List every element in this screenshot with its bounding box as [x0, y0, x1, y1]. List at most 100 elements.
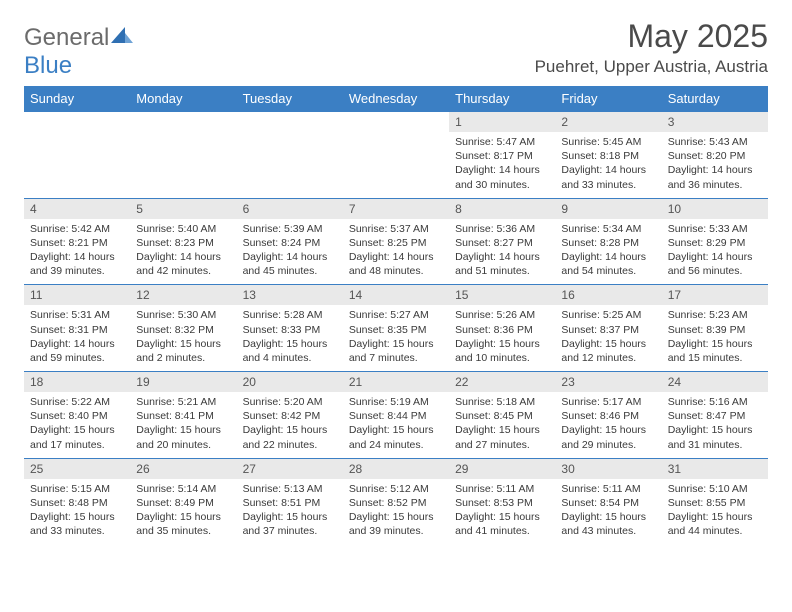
daylight-text-2: and 31 minutes.: [668, 438, 762, 452]
sunrise-text: Sunrise: 5:45 AM: [561, 135, 655, 149]
sunrise-text: Sunrise: 5:36 AM: [455, 222, 549, 236]
sunset-text: Sunset: 8:39 PM: [668, 323, 762, 337]
day-info: Sunrise: 5:16 AMSunset: 8:47 PMDaylight:…: [662, 392, 768, 458]
daylight-text-1: Daylight: 15 hours: [136, 510, 230, 524]
daylight-text-1: Daylight: 15 hours: [668, 423, 762, 437]
day-number: 11: [24, 285, 130, 305]
weekday-header: Wednesday: [343, 86, 449, 112]
daylight-text-2: and 59 minutes.: [30, 351, 124, 365]
day-info: Sunrise: 5:11 AMSunset: 8:54 PMDaylight:…: [555, 479, 661, 545]
sunrise-text: Sunrise: 5:39 AM: [243, 222, 337, 236]
day-info: Sunrise: 5:22 AMSunset: 8:40 PMDaylight:…: [24, 392, 130, 458]
sunrise-text: Sunrise: 5:17 AM: [561, 395, 655, 409]
day-info: Sunrise: 5:42 AMSunset: 8:21 PMDaylight:…: [24, 219, 130, 285]
daylight-text-2: and 12 minutes.: [561, 351, 655, 365]
daylight-text-2: and 56 minutes.: [668, 264, 762, 278]
daylight-text-2: and 33 minutes.: [30, 524, 124, 538]
calendar-cell: 24Sunrise: 5:16 AMSunset: 8:47 PMDayligh…: [662, 372, 768, 459]
day-number: 10: [662, 199, 768, 219]
sunset-text: Sunset: 8:54 PM: [561, 496, 655, 510]
daylight-text-1: Daylight: 15 hours: [30, 510, 124, 524]
calendar-cell: 20Sunrise: 5:20 AMSunset: 8:42 PMDayligh…: [237, 372, 343, 459]
calendar-cell: 13Sunrise: 5:28 AMSunset: 8:33 PMDayligh…: [237, 285, 343, 372]
daylight-text-2: and 20 minutes.: [136, 438, 230, 452]
calendar-cell: 8Sunrise: 5:36 AMSunset: 8:27 PMDaylight…: [449, 198, 555, 285]
day-info: Sunrise: 5:33 AMSunset: 8:29 PMDaylight:…: [662, 219, 768, 285]
sail-icon: [111, 24, 133, 52]
day-number: 4: [24, 199, 130, 219]
brand-logo: GeneralBlue: [24, 18, 133, 80]
daylight-text-1: Daylight: 15 hours: [30, 423, 124, 437]
calendar-week-row: 25Sunrise: 5:15 AMSunset: 8:48 PMDayligh…: [24, 458, 768, 544]
daylight-text-2: and 35 minutes.: [136, 524, 230, 538]
sunrise-text: Sunrise: 5:25 AM: [561, 308, 655, 322]
calendar-cell: 6Sunrise: 5:39 AMSunset: 8:24 PMDaylight…: [237, 198, 343, 285]
day-number: 5: [130, 199, 236, 219]
calendar-cell: [24, 112, 130, 199]
daylight-text-2: and 27 minutes.: [455, 438, 549, 452]
sunset-text: Sunset: 8:45 PM: [455, 409, 549, 423]
daylight-text-1: Daylight: 14 hours: [668, 163, 762, 177]
daylight-text-2: and 44 minutes.: [668, 524, 762, 538]
sunrise-text: Sunrise: 5:20 AM: [243, 395, 337, 409]
sunset-text: Sunset: 8:44 PM: [349, 409, 443, 423]
daylight-text-1: Daylight: 15 hours: [561, 510, 655, 524]
sunset-text: Sunset: 8:28 PM: [561, 236, 655, 250]
day-info: Sunrise: 5:36 AMSunset: 8:27 PMDaylight:…: [449, 219, 555, 285]
calendar-cell: 25Sunrise: 5:15 AMSunset: 8:48 PMDayligh…: [24, 458, 130, 544]
daylight-text-1: Daylight: 14 hours: [455, 250, 549, 264]
sunset-text: Sunset: 8:48 PM: [30, 496, 124, 510]
sunrise-text: Sunrise: 5:23 AM: [668, 308, 762, 322]
sunrise-text: Sunrise: 5:13 AM: [243, 482, 337, 496]
sunrise-text: Sunrise: 5:19 AM: [349, 395, 443, 409]
day-info: Sunrise: 5:45 AMSunset: 8:18 PMDaylight:…: [555, 132, 661, 198]
daylight-text-2: and 37 minutes.: [243, 524, 337, 538]
daylight-text-2: and 29 minutes.: [561, 438, 655, 452]
calendar-cell: 29Sunrise: 5:11 AMSunset: 8:53 PMDayligh…: [449, 458, 555, 544]
location: Puehret, Upper Austria, Austria: [535, 57, 768, 77]
day-number: 21: [343, 372, 449, 392]
sunrise-text: Sunrise: 5:37 AM: [349, 222, 443, 236]
daylight-text-2: and 48 minutes.: [349, 264, 443, 278]
daylight-text-2: and 2 minutes.: [136, 351, 230, 365]
day-info: Sunrise: 5:21 AMSunset: 8:41 PMDaylight:…: [130, 392, 236, 458]
sunrise-text: Sunrise: 5:18 AM: [455, 395, 549, 409]
header: GeneralBlue May 2025 Puehret, Upper Aust…: [24, 18, 768, 80]
sunrise-text: Sunrise: 5:47 AM: [455, 135, 549, 149]
daylight-text-1: Daylight: 15 hours: [668, 337, 762, 351]
daylight-text-2: and 54 minutes.: [561, 264, 655, 278]
day-number: 22: [449, 372, 555, 392]
daylight-text-2: and 36 minutes.: [668, 178, 762, 192]
daylight-text-1: Daylight: 14 hours: [561, 163, 655, 177]
calendar-cell: 26Sunrise: 5:14 AMSunset: 8:49 PMDayligh…: [130, 458, 236, 544]
sunset-text: Sunset: 8:51 PM: [243, 496, 337, 510]
calendar-cell: 17Sunrise: 5:23 AMSunset: 8:39 PMDayligh…: [662, 285, 768, 372]
daylight-text-2: and 24 minutes.: [349, 438, 443, 452]
day-number: 1: [449, 112, 555, 132]
day-info: Sunrise: 5:14 AMSunset: 8:49 PMDaylight:…: [130, 479, 236, 545]
weekday-header: Tuesday: [237, 86, 343, 112]
sunrise-text: Sunrise: 5:14 AM: [136, 482, 230, 496]
calendar-header-row: Sunday Monday Tuesday Wednesday Thursday…: [24, 86, 768, 112]
calendar-cell: 28Sunrise: 5:12 AMSunset: 8:52 PMDayligh…: [343, 458, 449, 544]
day-number: 9: [555, 199, 661, 219]
weekday-header: Monday: [130, 86, 236, 112]
sunset-text: Sunset: 8:42 PM: [243, 409, 337, 423]
sunset-text: Sunset: 8:52 PM: [349, 496, 443, 510]
daylight-text-1: Daylight: 14 hours: [668, 250, 762, 264]
sunset-text: Sunset: 8:25 PM: [349, 236, 443, 250]
daylight-text-2: and 39 minutes.: [349, 524, 443, 538]
day-number: 14: [343, 285, 449, 305]
sunrise-text: Sunrise: 5:40 AM: [136, 222, 230, 236]
sunset-text: Sunset: 8:47 PM: [668, 409, 762, 423]
calendar-body: 1Sunrise: 5:47 AMSunset: 8:17 PMDaylight…: [24, 112, 768, 545]
daylight-text-1: Daylight: 15 hours: [455, 423, 549, 437]
day-info: Sunrise: 5:30 AMSunset: 8:32 PMDaylight:…: [130, 305, 236, 371]
day-number: 20: [237, 372, 343, 392]
daylight-text-1: Daylight: 15 hours: [455, 337, 549, 351]
daylight-text-2: and 43 minutes.: [561, 524, 655, 538]
day-number: 29: [449, 459, 555, 479]
calendar-cell: 31Sunrise: 5:10 AMSunset: 8:55 PMDayligh…: [662, 458, 768, 544]
daylight-text-2: and 51 minutes.: [455, 264, 549, 278]
sunrise-text: Sunrise: 5:10 AM: [668, 482, 762, 496]
